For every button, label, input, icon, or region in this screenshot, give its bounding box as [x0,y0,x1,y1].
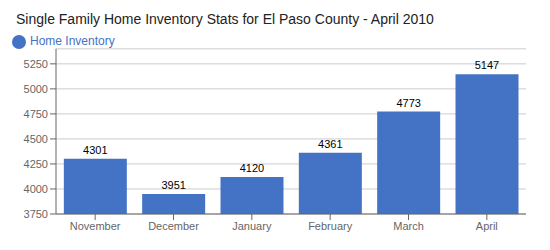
html-text:Single Family Home Inventory S: Single Family Home Inventory Stats for E… [16,11,434,27]
svg-text:5000: 5000 [24,83,48,95]
svg-text:March: March [393,220,424,232]
svg-text:April: April [476,220,498,232]
html-text:Home Inventory: Home Inventory [30,34,115,48]
svg-text:4750: 4750 [24,108,48,120]
svg-text:3750: 3750 [24,208,48,220]
svg-text:January: January [232,220,272,232]
svg-text:4250: 4250 [24,158,48,170]
svg-text:5250: 5250 [24,58,48,70]
svg-text:5147: 5147 [475,59,499,71]
svg-text:November: November [70,220,121,232]
svg-text:4361: 4361 [318,138,342,150]
svg-text:4000: 4000 [24,183,48,195]
svg-text:4773: 4773 [396,97,420,109]
svg-text:4500: 4500 [24,133,48,145]
svg-text:4301: 4301 [83,144,107,156]
svg-text:3951: 3951 [161,179,185,191]
svg-text:4120: 4120 [240,162,264,174]
svg-text:February: February [308,220,353,232]
svg-text:December: December [148,220,199,232]
